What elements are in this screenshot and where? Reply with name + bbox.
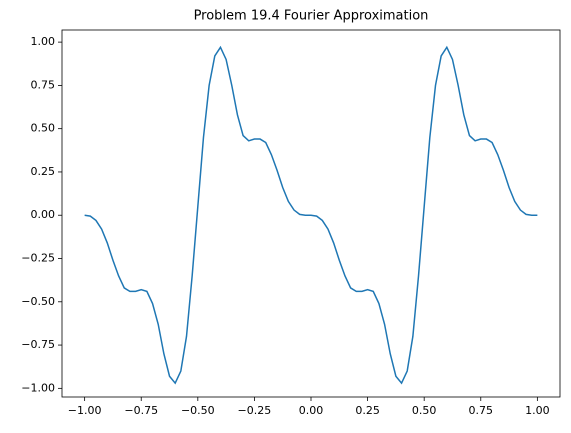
x-tick-label: −0.75: [124, 404, 158, 417]
y-tick-label: −1.00: [21, 381, 55, 394]
y-tick-label: 0.00: [31, 208, 56, 221]
x-tick-label: 0.75: [469, 404, 494, 417]
y-tick-label: −0.75: [21, 338, 55, 351]
plot-frame: [61, 29, 561, 398]
x-tick-label: 0.00: [299, 404, 324, 417]
x-tick-label: 0.25: [355, 404, 380, 417]
chart-title: Problem 19.4 Fourier Approximation: [194, 9, 429, 24]
y-tick-label: 0.50: [31, 122, 56, 135]
x-tick-label: 0.50: [412, 404, 437, 417]
y-tick-label: −0.25: [21, 252, 55, 265]
x-tick-label: −1.00: [68, 404, 102, 417]
line: [84, 45, 538, 385]
y-tick-label: 1.00: [31, 35, 56, 48]
x-tick-label: −0.25: [238, 404, 272, 417]
x-tick-label: 1.00: [525, 404, 550, 417]
x-tick-label: −0.50: [181, 404, 215, 417]
y-tick-label: 0.75: [31, 78, 56, 91]
y-tick-label: −0.50: [21, 295, 55, 308]
y-tick-label: 0.25: [31, 165, 56, 178]
